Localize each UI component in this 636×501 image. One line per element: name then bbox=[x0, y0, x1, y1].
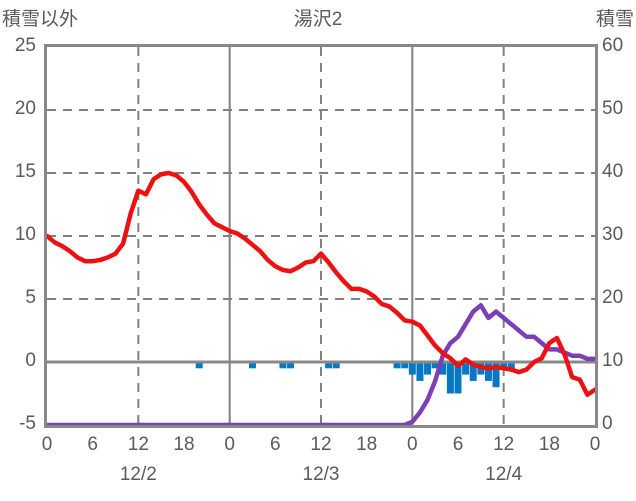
day-label-12-3: 12/3 bbox=[302, 464, 340, 485]
x-tick-9: 6 bbox=[452, 434, 464, 455]
right-axis-title: 積雪 bbox=[595, 9, 634, 30]
y-left-tick-10: 10 bbox=[14, 224, 36, 245]
x-tick-5: 6 bbox=[270, 434, 281, 455]
precipitation-bars bbox=[195, 362, 515, 394]
snow-depth-line bbox=[47, 303, 595, 425]
plot-svg bbox=[47, 47, 595, 425]
y-left-tick--5: -5 bbox=[19, 413, 36, 434]
y-left-tick-0: 0 bbox=[25, 350, 36, 371]
y-right-tick-40: 40 bbox=[602, 161, 624, 182]
x-tick-2: 12 bbox=[127, 434, 149, 455]
x-tick-11: 18 bbox=[538, 434, 560, 455]
y-left-tick-15: 15 bbox=[14, 161, 36, 182]
day-label-12-2: 12/2 bbox=[119, 464, 157, 485]
x-tick-1: 6 bbox=[87, 434, 98, 455]
left-axis-title: 積雪以外 bbox=[2, 9, 79, 30]
x-tick-4: 0 bbox=[224, 434, 235, 455]
plot-area bbox=[44, 44, 598, 428]
x-tick-6: 12 bbox=[310, 434, 332, 455]
x-tick-7: 18 bbox=[356, 434, 378, 455]
x-tick-10: 12 bbox=[493, 434, 515, 455]
y-right-tick-10: 10 bbox=[602, 350, 624, 371]
temperature-line bbox=[47, 170, 595, 398]
y-right-tick-30: 30 bbox=[602, 224, 624, 245]
x-tick-12: 0 bbox=[589, 434, 601, 455]
gridlines bbox=[47, 47, 595, 425]
x-tick-0: 0 bbox=[41, 434, 53, 455]
y-right-tick-20: 20 bbox=[602, 287, 624, 308]
y-right-tick-0: 0 bbox=[602, 413, 613, 434]
y-right-tick-60: 60 bbox=[602, 35, 624, 56]
y-left-tick-25: 25 bbox=[14, 35, 36, 56]
y-right-tick-50: 50 bbox=[602, 98, 624, 119]
y-left-tick-5: 5 bbox=[25, 287, 36, 308]
x-tick-8: 0 bbox=[407, 434, 418, 455]
chart-title: 湯沢2 bbox=[293, 9, 343, 30]
x-tick-3: 18 bbox=[173, 434, 195, 455]
y-left-tick-20: 20 bbox=[14, 98, 36, 119]
day-label-12-4: 12/4 bbox=[485, 464, 523, 485]
